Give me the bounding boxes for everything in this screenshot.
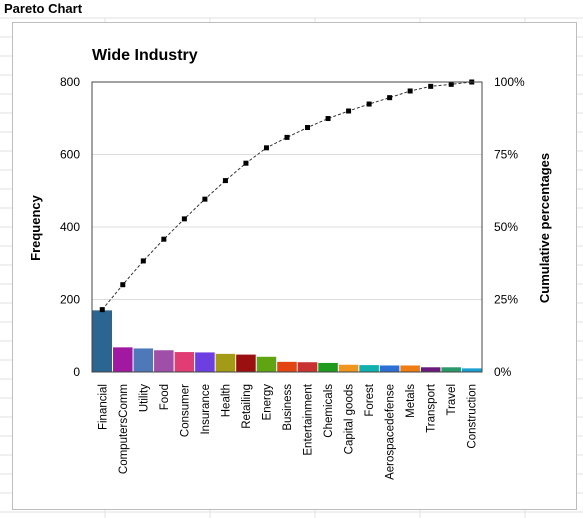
cumulative-point-13 bbox=[346, 108, 352, 114]
y-tick-label: 600 bbox=[60, 148, 80, 162]
cumulative-point-15 bbox=[387, 95, 393, 101]
x-tick-label: ComputersComm bbox=[118, 384, 130, 474]
y-tick-labels: 0 200 400 600 800 bbox=[60, 75, 80, 379]
x-tick-label: Health bbox=[220, 384, 232, 417]
cumulative-line bbox=[99, 79, 475, 313]
bar-business bbox=[277, 361, 297, 372]
bar-entertainment bbox=[297, 362, 318, 372]
x-tick-label: Chemicals bbox=[323, 384, 335, 438]
pareto-chart: 0 200 400 600 800 0% 25% 50% 75% 100% Financial C… bbox=[28, 47, 552, 480]
x-tick-label: Energy bbox=[261, 384, 273, 421]
y2-tick-label: 100% bbox=[494, 75, 525, 89]
bar-capital-goods bbox=[338, 364, 359, 372]
cumulative-point-7 bbox=[222, 178, 228, 184]
y-tick-label: 800 bbox=[60, 75, 80, 89]
x-tick-label: Business bbox=[282, 384, 294, 431]
bar-metals bbox=[400, 365, 420, 372]
x-tick-label: Utility bbox=[138, 384, 150, 412]
bar-health bbox=[215, 353, 236, 372]
cumulative-point-11 bbox=[305, 125, 311, 131]
cumulative-point-4 bbox=[161, 236, 167, 242]
y2-tick-label: 50% bbox=[494, 220, 518, 234]
cumulative-point-14 bbox=[366, 101, 372, 107]
cumulative-point-2 bbox=[120, 282, 126, 288]
cumulative-point-1 bbox=[99, 307, 105, 313]
cumulative-point-18 bbox=[448, 81, 454, 87]
x-tick-label: Financial bbox=[97, 384, 109, 430]
cumulative-point-5 bbox=[181, 216, 187, 222]
bar-energy bbox=[256, 356, 277, 372]
cumulative-point-17 bbox=[428, 83, 434, 89]
x-tick-label: Insurance bbox=[200, 384, 212, 435]
bar-financial bbox=[92, 310, 113, 372]
x-tick-label: Entertainment bbox=[303, 383, 315, 455]
x-tick-label: Construction bbox=[467, 384, 479, 449]
x-tick-label: Retailing bbox=[241, 384, 253, 429]
bar-chemicals bbox=[318, 362, 338, 372]
bar-transport bbox=[420, 367, 441, 372]
y-axis-label: Frequency bbox=[28, 194, 43, 261]
cumulative-point-8 bbox=[243, 160, 249, 166]
bar-utility bbox=[133, 348, 154, 372]
x-tick-label: Metals bbox=[405, 384, 417, 418]
y2-axis-label: Cumulative percentages bbox=[537, 153, 552, 303]
bars bbox=[92, 310, 482, 372]
x-tick-label: Aerospacedefense bbox=[385, 384, 397, 480]
bar-construction bbox=[461, 368, 482, 372]
y-tick-label: 200 bbox=[60, 293, 80, 307]
y2-tick-label: 75% bbox=[494, 148, 518, 162]
x-tick-label: Forest bbox=[364, 383, 376, 416]
x-tick-label: Capital goods bbox=[344, 384, 356, 455]
bar-computerscomm bbox=[113, 347, 133, 372]
bar-consumer bbox=[174, 352, 195, 372]
cumulative-point-3 bbox=[140, 258, 146, 264]
bar-travel bbox=[441, 367, 461, 372]
cumulative-point-9 bbox=[263, 145, 269, 151]
y2-tick-labels: 0% 25% 50% 75% 100% bbox=[494, 75, 525, 379]
y2-tick-label: 0% bbox=[494, 365, 512, 379]
x-tick-label: Travel bbox=[446, 384, 458, 416]
x-tick-labels: Financial ComputersComm Utility Food Consume… bbox=[97, 383, 478, 480]
bar-food bbox=[154, 350, 174, 372]
y-tick-label: 400 bbox=[60, 220, 80, 234]
chart-title: Wide Industry bbox=[92, 47, 198, 64]
plot-border bbox=[91, 81, 483, 373]
x-tick-label: Transport bbox=[426, 383, 438, 433]
cumulative-point-10 bbox=[284, 134, 290, 140]
bar-insurance bbox=[195, 352, 215, 372]
cumulative-point-12 bbox=[325, 116, 331, 122]
x-tick-label: Consumer bbox=[179, 384, 191, 437]
cumulative-point-16 bbox=[407, 88, 413, 94]
axes bbox=[91, 81, 483, 373]
y-tick-label: 0 bbox=[73, 365, 80, 379]
sheet-title: Pareto Chart bbox=[4, 1, 83, 16]
x-tick-label: Food bbox=[159, 384, 171, 410]
y2-tick-label: 25% bbox=[494, 293, 518, 307]
cumulative-point-6 bbox=[202, 196, 208, 202]
bar-aerospacedefense bbox=[379, 365, 400, 372]
bar-retailing bbox=[236, 354, 256, 372]
bar-forest bbox=[359, 365, 379, 372]
